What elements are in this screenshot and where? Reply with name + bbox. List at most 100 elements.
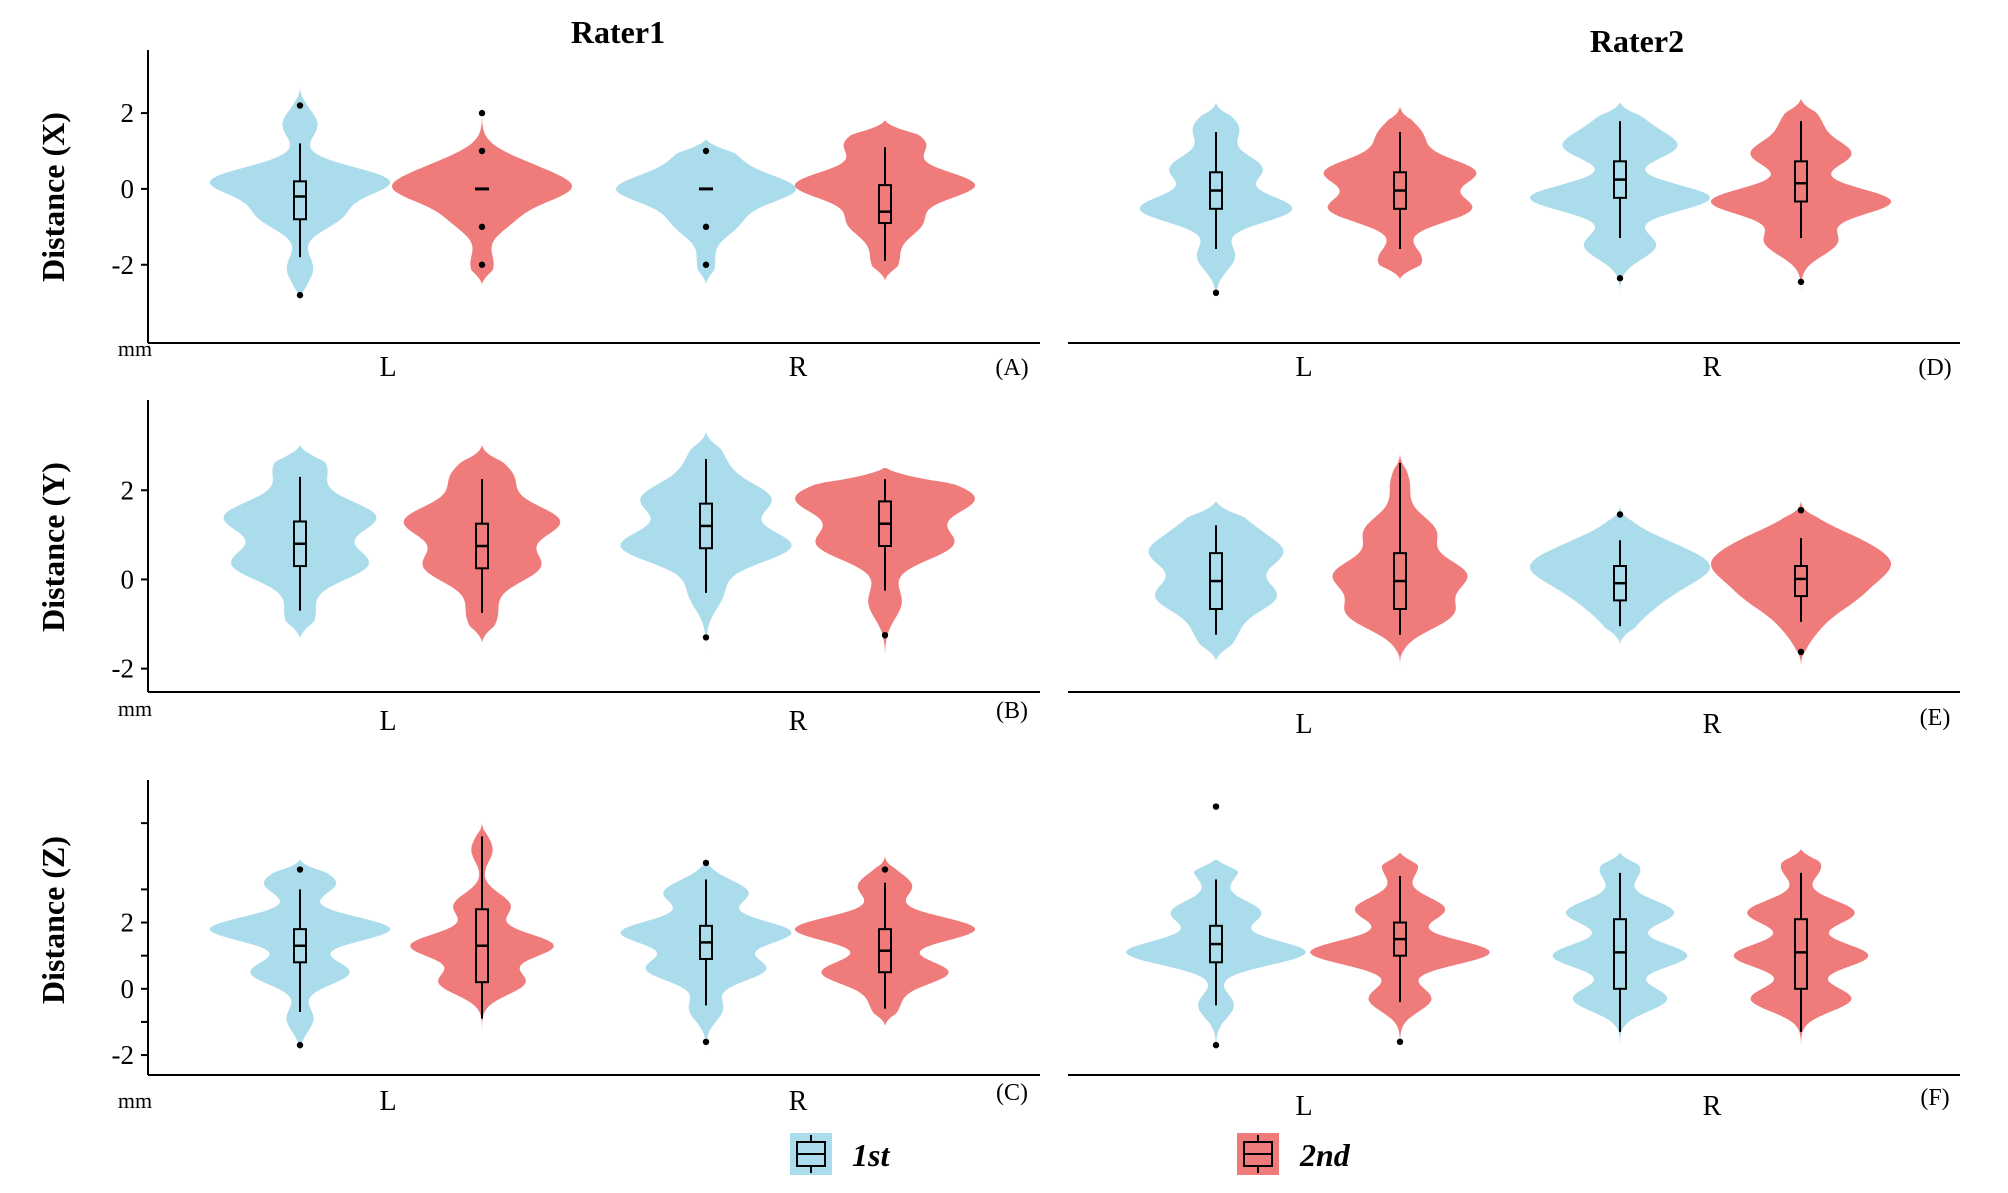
box <box>1794 160 1808 203</box>
outlier-point <box>296 102 304 109</box>
box <box>1613 918 1627 990</box>
x-category-label: L <box>379 706 396 737</box>
x-category-label: R <box>789 1086 808 1117</box>
outlier-point <box>702 261 710 268</box>
legend: 1st 2nd <box>790 1133 1351 1175</box>
y-tick-label: 2 <box>121 908 135 938</box>
violin-L-2nd <box>403 445 561 642</box>
rater1-title: Rater1 <box>571 14 665 50</box>
y-tick-label: -2 <box>112 1040 135 1070</box>
violin-L-1st <box>1126 803 1306 1056</box>
x-category-label: L <box>1295 352 1312 383</box>
violin-R-2nd <box>795 856 975 1026</box>
y-axis-title: Distance (Y) <box>35 462 71 632</box>
outlier-point <box>478 223 486 231</box>
violin-R-1st <box>1552 853 1688 1062</box>
y-tick-label: -2 <box>112 250 135 280</box>
outlier-point <box>702 859 710 867</box>
outlier-point <box>296 291 304 299</box>
violin-L-1st <box>1139 102 1293 304</box>
box <box>878 184 892 225</box>
violin-L-2nd <box>1310 853 1490 1052</box>
x-category-label: R <box>1703 352 1722 383</box>
outlier-point <box>1616 511 1624 518</box>
outlier-point <box>1797 648 1805 656</box>
y-tick-label: 2 <box>121 475 135 505</box>
violin-R-2nd <box>1711 99 1891 297</box>
violin-L-1st <box>1148 501 1284 661</box>
violin-R-1st <box>1530 505 1710 644</box>
panel-e: L R (E) <box>1068 454 1960 740</box>
violin-body <box>616 139 796 284</box>
outlier-point <box>1212 289 1220 297</box>
panel-b: -2 0 2 Distance (Y) mm L R (B) <box>35 400 1040 737</box>
outlier-point <box>702 634 710 641</box>
box <box>293 180 307 221</box>
outlier-point <box>1396 1038 1404 1046</box>
y-tick-label: 2 <box>121 98 135 128</box>
outlier-point <box>881 866 889 873</box>
outlier-point <box>478 261 486 268</box>
violin-L-2nd <box>392 109 572 284</box>
violin-R-1st <box>616 139 796 284</box>
violin-R-2nd <box>1733 849 1869 1062</box>
outlier-point <box>1212 803 1220 810</box>
outlier-point <box>478 109 486 117</box>
legend-item-1st: 1st <box>790 1133 890 1175</box>
y-tick-label: 0 <box>121 564 135 594</box>
x-category-label: R <box>789 352 808 383</box>
y-axis-title: Distance (Z) <box>35 836 71 1004</box>
x-category-label: R <box>1703 709 1722 740</box>
panel-label: (E) <box>1920 705 1951 731</box>
panel-label: (D) <box>1918 355 1951 381</box>
violin-L-2nd <box>410 823 554 1042</box>
violin-L-2nd <box>1323 106 1477 279</box>
outlier-point <box>1212 1041 1220 1049</box>
violin-R-2nd <box>795 468 975 660</box>
box <box>1794 565 1808 598</box>
violin-R-2nd <box>1711 501 1891 665</box>
panel-d: L R (D) <box>1068 99 1960 383</box>
rater2-title: Rater2 <box>1590 23 1684 59</box>
x-category-label: R <box>789 706 808 737</box>
outlier-point <box>702 223 710 231</box>
y-axis-unit: mm <box>118 696 152 721</box>
panel-label: (B) <box>996 698 1028 724</box>
y-tick-label: 0 <box>121 174 135 204</box>
outlier-point <box>1797 278 1805 286</box>
outlier-point <box>881 631 889 639</box>
violin-R-2nd <box>795 120 975 280</box>
x-category-label: R <box>1703 1091 1722 1122</box>
y-axis-title: Distance (X) <box>35 112 71 282</box>
x-category-label: L <box>1295 1091 1312 1122</box>
panel-label: (F) <box>1920 1085 1949 1111</box>
legend-label-1st: 1st <box>852 1137 890 1173</box>
outlier-point <box>702 1038 710 1046</box>
violin-R-1st <box>620 856 792 1056</box>
violin-R-1st <box>620 432 792 656</box>
y-axis-unit: mm <box>118 336 152 361</box>
violin-body <box>392 109 572 284</box>
y-tick-label: -2 <box>112 654 135 684</box>
outlier-point <box>296 866 304 873</box>
outlier-point <box>296 1041 304 1049</box>
violin-L-2nd <box>1332 454 1468 665</box>
violin-L-1st <box>210 859 390 1056</box>
violin-L-1st <box>210 86 390 303</box>
x-category-label: L <box>1295 709 1312 740</box>
x-category-label: L <box>379 352 396 383</box>
box <box>1794 918 1808 990</box>
panel-c: -2 0 2 Distance (Z) mm L R (C) <box>35 780 1040 1117</box>
panels: -2 0 2 Distance (X) mm L R (A) -2 0 2 Distance (Y) m… <box>35 50 1960 1122</box>
outlier-point <box>478 147 486 155</box>
legend-item-2nd: 2nd <box>1237 1133 1351 1175</box>
panel-a: -2 0 2 Distance (X) mm L R (A) <box>35 50 1040 383</box>
y-axis-unit: mm <box>118 1088 152 1113</box>
legend-label-2nd: 2nd <box>1299 1137 1351 1173</box>
violin-R-1st <box>1530 102 1710 297</box>
outlier-point <box>1797 506 1805 514</box>
violin-L-1st <box>223 445 377 638</box>
panel-label: (A) <box>995 355 1028 381</box>
outlier-point <box>702 147 710 155</box>
y-tick-label: 0 <box>121 974 135 1004</box>
